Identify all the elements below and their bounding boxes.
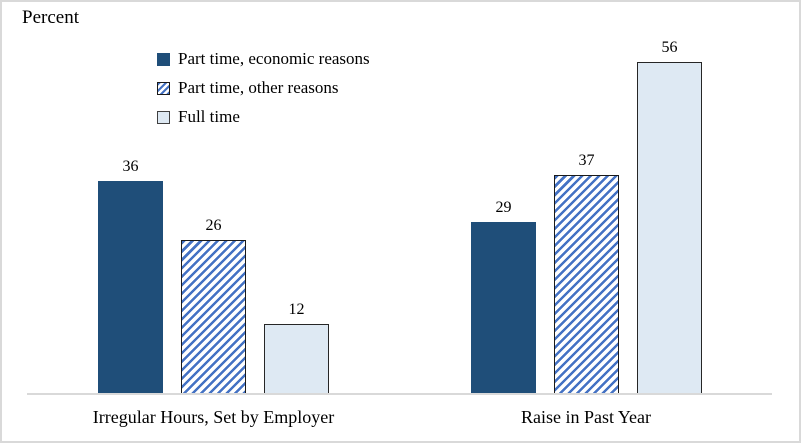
bar-part-time-other-irregular-hours [181,240,246,395]
legend-item-full-time: Full time [157,106,370,128]
legend-swatch-solid-icon [157,52,170,66]
value-label: 37 [578,152,595,170]
axis-title-percent: Percent [22,7,79,28]
category-label-raise-past-year: Raise in Past Year [521,407,651,427]
bar-wrap: 12 [264,301,329,395]
bar-wrap: 56 [637,39,702,395]
bar-group-raise-past-year: 29 37 56 [471,39,702,395]
x-axis-line [27,393,772,395]
legend: Part time, economic reasons Part time, o… [157,48,370,128]
legend-item-part-time-other: Part time, other reasons [157,77,370,99]
legend-label: Full time [178,107,240,126]
bar-wrap: 26 [181,217,246,395]
bar-full-time-raise [637,62,702,395]
legend-label: Part time, other reasons [178,78,339,97]
bar-group-irregular-hours: 36 26 12 [98,158,329,395]
value-label: 29 [495,199,512,217]
bar-wrap: 37 [554,152,619,395]
bar-part-time-economic-irregular-hours [98,181,163,395]
legend-label: Part time, economic reasons [178,49,370,68]
value-label: 36 [122,158,139,176]
bar-wrap: 29 [471,199,536,395]
legend-item-part-time-economic: Part time, economic reasons [157,48,370,70]
category-label-irregular-hours: Irregular Hours, Set by Employer [92,407,335,427]
legend-swatch-hatch-icon [157,81,170,95]
value-label: 56 [661,39,678,57]
legend-swatch-light-icon [157,110,170,124]
bar-wrap: 36 [98,158,163,395]
value-label: 12 [288,301,305,319]
value-label: 26 [205,217,222,235]
bar-part-time-other-raise [554,175,619,395]
bar-part-time-economic-raise [471,222,536,395]
bar-full-time-irregular-hours [264,324,329,395]
